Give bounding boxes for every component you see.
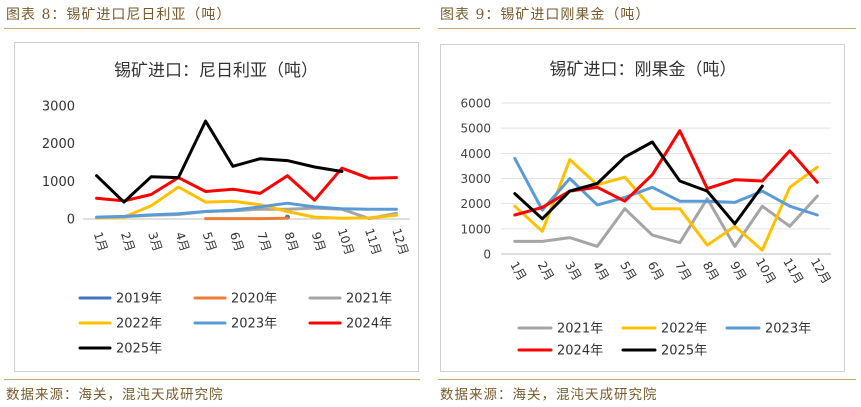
x-tick-label: 11月 [780, 256, 806, 287]
x-tick-label: 10月 [753, 256, 779, 287]
series-line-2021年 [513, 194, 819, 248]
y-tick-label: 2000 [42, 137, 75, 152]
series-line-2023年 [95, 201, 398, 219]
y-tick-label: 1000 [42, 175, 75, 190]
y-tick-label: 1000 [460, 222, 491, 236]
x-tick-label: 10月 [335, 227, 357, 257]
legend-label: 2022年 [661, 322, 707, 337]
series-line-2023年 [513, 156, 819, 217]
legend-label: 2024年 [346, 317, 392, 332]
y-tick-label: 0 [483, 248, 491, 262]
x-tick-label: 6月 [227, 230, 246, 253]
divider-top-left [4, 28, 420, 29]
x-tick-label: 5月 [200, 230, 219, 253]
x-tick-label: 1月 [507, 259, 529, 283]
legend-label: 2025年 [116, 342, 162, 357]
y-tick-label: 3000 [42, 100, 75, 115]
chart-panel-nigeria: 锡矿进口：尼日利亚（吨） 0 1000 2000 3000 1月 2月 3月 4月 5月 6月 7月 8… [14, 42, 419, 372]
legend-label: 2020年 [231, 292, 277, 307]
series-line-2025年 [95, 119, 344, 204]
legend-label: 2023年 [765, 322, 811, 337]
figure-caption-left: 图表 8：锡矿进口尼日利亚（吨） [6, 7, 232, 23]
chart-title: 锡矿进口：刚果金（吨） [550, 60, 737, 80]
x-tick-label: 6月 [645, 259, 667, 283]
x-tick-label: 8月 [281, 230, 300, 253]
x-tick-label: 12月 [389, 227, 411, 257]
x-tick-label: 9月 [309, 230, 328, 253]
chart-nigeria: 锡矿进口：尼日利亚（吨） 0 1000 2000 3000 1月 2月 3月 4月 5月 6月 7月 8… [42, 61, 411, 357]
y-tick-label: 4000 [460, 147, 491, 161]
divider-bottom-right [438, 379, 856, 380]
legend-label: 2021年 [346, 292, 392, 307]
x-tick-label: 3月 [562, 259, 584, 283]
legend-label: 2024年 [557, 344, 603, 359]
x-tick-label: 7月 [254, 230, 273, 253]
source-note-right: 数据来源：海关，混沌天成研究院 [440, 387, 658, 403]
series-line-2025年 [513, 140, 764, 226]
x-tick-label: 7月 [672, 259, 694, 283]
chart-panel-congo: 锡矿进口：刚果金（吨） 0 1000 2000 3000 4000 5000 6000 1月 2月… [440, 44, 845, 372]
legend-label: 2021年 [557, 322, 603, 337]
legend-label: 2023年 [231, 317, 277, 332]
series-line-2024年 [95, 166, 398, 203]
chart-title: 锡矿进口：尼日利亚（吨） [114, 61, 318, 81]
x-tick-label: 4月 [590, 259, 612, 283]
x-tick-label: 11月 [362, 227, 384, 257]
divider-top-right [438, 28, 856, 29]
x-tick-label: 2月 [535, 259, 557, 283]
x-tick-label: 2月 [118, 230, 137, 253]
chart-congo: 锡矿进口：刚果金（吨） 0 1000 2000 3000 4000 5000 6000 1月 2月… [460, 60, 834, 359]
series-line-2022年 [513, 158, 819, 252]
y-tick-label: 3000 [460, 172, 491, 186]
y-tick-label: 0 [67, 213, 75, 228]
legend-label: 2025年 [661, 344, 707, 359]
x-tick-label: 4月 [172, 230, 191, 253]
y-tick-label: 2000 [460, 197, 491, 211]
series-line-2022年 [95, 185, 398, 220]
source-note-left: 数据来源：海关，混沌天成研究院 [6, 387, 224, 403]
legend-label: 2019年 [116, 292, 162, 307]
x-tick-label: 1月 [91, 230, 110, 253]
x-tick-label: 12月 [808, 256, 834, 287]
legend-label: 2022年 [116, 317, 162, 332]
divider-bottom-left [4, 379, 420, 380]
y-tick-label: 5000 [460, 122, 491, 136]
x-tick-label: 9月 [727, 259, 749, 283]
x-tick-label: 8月 [700, 259, 722, 283]
x-tick-label: 5月 [617, 259, 639, 283]
y-tick-label: 6000 [460, 97, 491, 111]
figure-caption-right: 图表 9：锡矿进口刚果金（吨） [440, 7, 651, 23]
x-tick-label: 3月 [145, 230, 164, 253]
